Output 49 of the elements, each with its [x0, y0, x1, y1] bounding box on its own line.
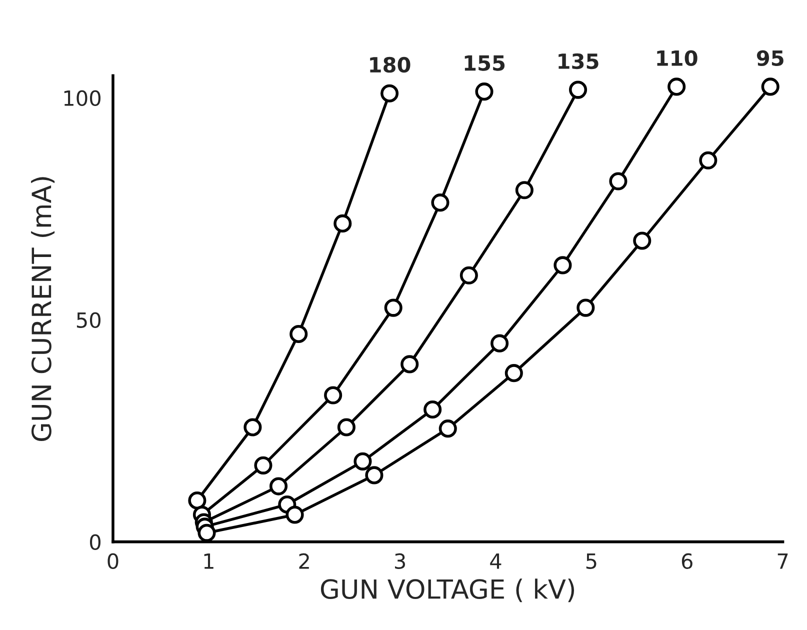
point	[324, 386, 342, 404]
point	[400, 355, 419, 374]
point	[490, 334, 509, 352]
y-axis-title: GUN CURRENT (mA)	[31, 177, 55, 442]
series-label: 155	[464, 55, 505, 71]
x-tick-label: 6	[682, 553, 692, 570]
y-tick-label: 50	[76, 312, 100, 328]
point	[576, 298, 595, 317]
x-tick-label: 2	[299, 553, 309, 569]
point	[699, 151, 718, 170]
x-tick-label: 0	[108, 553, 118, 570]
point	[380, 84, 399, 102]
series-label: 95	[756, 50, 784, 66]
point	[431, 194, 450, 212]
point	[254, 456, 272, 474]
point	[424, 400, 442, 419]
point	[668, 78, 686, 96]
x-tick-label: 3	[395, 553, 405, 570]
point	[334, 214, 352, 232]
point	[438, 420, 457, 438]
point	[290, 324, 308, 344]
point	[354, 452, 372, 470]
point	[244, 418, 262, 436]
point	[568, 80, 588, 99]
point	[504, 364, 523, 382]
point	[554, 256, 572, 274]
point	[609, 172, 628, 190]
point	[633, 232, 652, 250]
point	[515, 181, 534, 200]
point	[460, 266, 478, 284]
point	[475, 82, 494, 101]
point	[286, 506, 304, 524]
series-label: 110	[657, 50, 698, 66]
y-tick-label: 0	[90, 534, 100, 550]
series-label: 135	[558, 53, 598, 70]
point	[384, 298, 402, 317]
point	[188, 491, 206, 510]
point	[761, 78, 780, 96]
x-axis-title: GUN VOLTAGE ( kV)	[320, 578, 574, 602]
x-tick-label: 7	[778, 554, 788, 569]
point	[337, 418, 356, 436]
x-tick-label: 5	[586, 554, 596, 570]
x-tick-label: 4	[490, 554, 502, 569]
point	[365, 466, 384, 484]
point	[198, 524, 216, 542]
y-tick-label: 100	[64, 90, 100, 106]
series-label: 180	[370, 56, 410, 73]
x-tick-label: 1	[204, 554, 214, 569]
point	[269, 477, 288, 496]
